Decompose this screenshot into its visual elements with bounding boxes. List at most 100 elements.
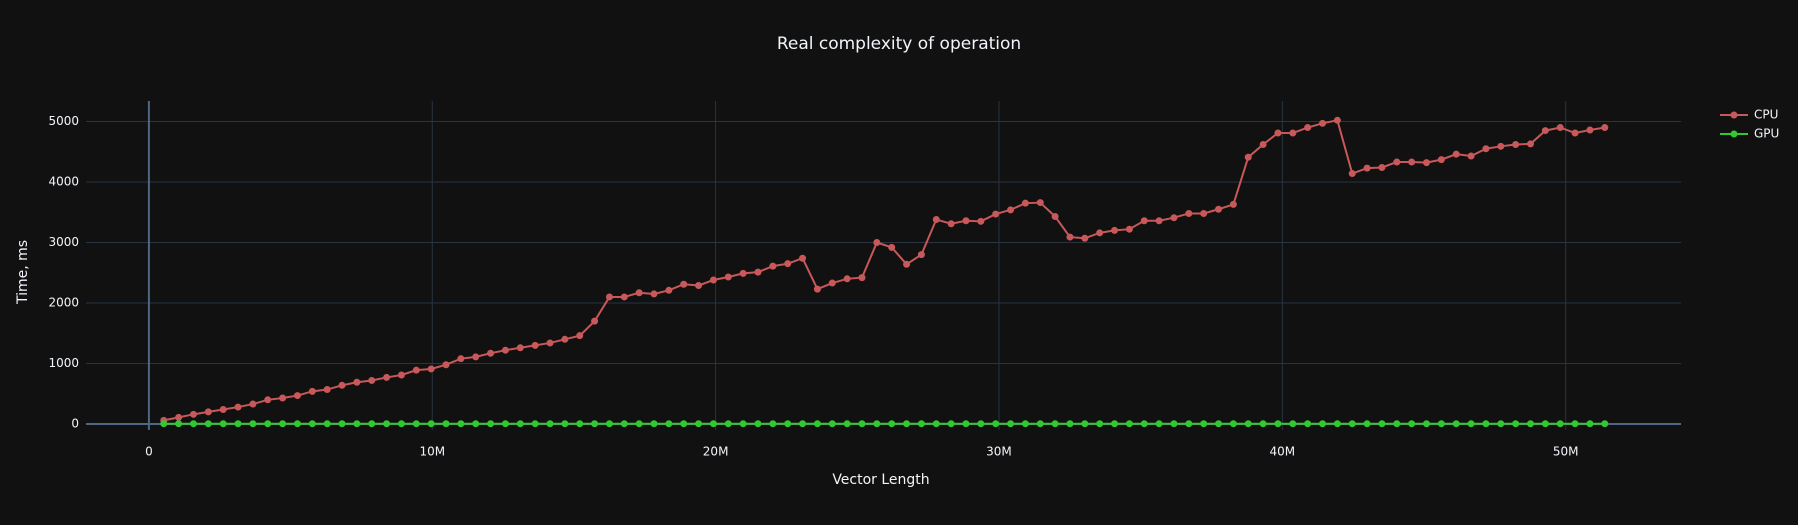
data-point [1081, 420, 1089, 428]
data-point [932, 420, 940, 428]
data-point [1319, 119, 1327, 127]
data-point [754, 420, 762, 428]
data-point [620, 293, 628, 301]
data-point [591, 420, 599, 428]
data-point [472, 420, 480, 428]
data-point [992, 420, 1000, 428]
data-point [279, 420, 287, 428]
data-point [843, 420, 851, 428]
data-point [650, 290, 658, 298]
data-point [1185, 420, 1193, 428]
data-point [1304, 420, 1312, 428]
data-point [1081, 234, 1089, 242]
data-point [665, 420, 673, 428]
data-point [1021, 420, 1029, 428]
data-point [1408, 158, 1416, 166]
data-point [219, 420, 227, 428]
data-point [709, 276, 717, 284]
data-point [516, 344, 524, 352]
data-point [605, 293, 613, 301]
data-point [1229, 420, 1237, 428]
data-point [620, 420, 628, 428]
data-point [546, 420, 554, 428]
data-point [1274, 129, 1282, 137]
data-point [457, 420, 465, 428]
y-tick-label: 4000 [48, 175, 79, 189]
data-point [1259, 140, 1267, 148]
data-point [1244, 420, 1252, 428]
data-point [457, 355, 465, 363]
data-point [828, 420, 836, 428]
data-point [353, 420, 361, 428]
data-point [487, 349, 495, 357]
data-point [1437, 420, 1445, 428]
data-point [709, 420, 717, 428]
data-point [1556, 420, 1564, 428]
data-point [1586, 420, 1594, 428]
data-point [680, 420, 688, 428]
data-point [1096, 420, 1104, 428]
data-point [784, 260, 792, 268]
data-point [1259, 420, 1267, 428]
data-point [977, 420, 985, 428]
data-point [1170, 420, 1178, 428]
data-point [724, 273, 732, 281]
data-point [1363, 164, 1371, 172]
data-point [888, 420, 896, 428]
data-point [1155, 217, 1163, 225]
data-point [204, 420, 212, 428]
data-point [1333, 420, 1341, 428]
data-point [531, 341, 539, 349]
data-point [1571, 420, 1579, 428]
data-point [561, 420, 569, 428]
data-point [501, 346, 509, 354]
data-point [932, 216, 940, 224]
data-point [1304, 124, 1312, 132]
data-point [724, 420, 732, 428]
legend-marker [1730, 130, 1738, 138]
data-point [1408, 420, 1416, 428]
data-point [442, 420, 450, 428]
data-point [1066, 233, 1074, 241]
data-point [293, 420, 301, 428]
data-point [947, 220, 955, 228]
data-point [1482, 420, 1490, 428]
data-point [249, 400, 257, 408]
data-point [1007, 420, 1015, 428]
data-point [442, 361, 450, 369]
data-point [427, 365, 435, 373]
data-point [308, 387, 316, 395]
data-point [1601, 124, 1609, 132]
data-point [279, 394, 287, 402]
data-point [353, 378, 361, 386]
y-tick-label: 2000 [48, 296, 79, 310]
data-point [1497, 420, 1505, 428]
data-point [234, 420, 242, 428]
data-point [1021, 199, 1029, 207]
data-point [769, 262, 777, 270]
data-point [1096, 229, 1104, 237]
data-point [338, 420, 346, 428]
data-point [1378, 420, 1386, 428]
data-point [769, 420, 777, 428]
chart-title: Real complexity of operation [777, 34, 1021, 54]
data-point [695, 420, 703, 428]
data-point [1482, 145, 1490, 153]
data-point [1215, 205, 1223, 213]
data-point [368, 420, 376, 428]
data-point [858, 420, 866, 428]
data-point [1319, 420, 1327, 428]
data-point [1556, 124, 1564, 132]
data-point [947, 420, 955, 428]
data-point [754, 268, 762, 276]
y-tick-label: 1000 [48, 356, 79, 370]
legend-label: GPU [1754, 127, 1779, 141]
data-point [962, 420, 970, 428]
data-point [680, 280, 688, 288]
data-point [977, 217, 985, 225]
data-point [1155, 420, 1163, 428]
data-point [1140, 217, 1148, 225]
data-point [1200, 420, 1208, 428]
